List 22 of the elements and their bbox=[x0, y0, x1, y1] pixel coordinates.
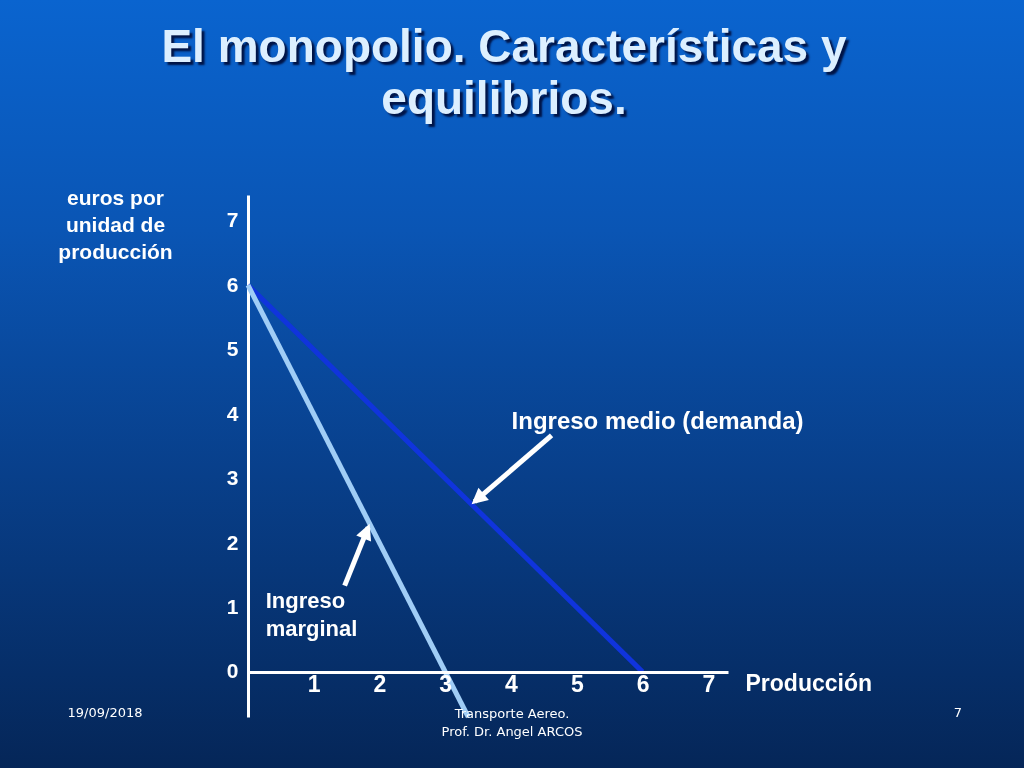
y-tick-label: 2 bbox=[226, 530, 239, 554]
y-axis-title: euros por unidad de producción bbox=[58, 185, 173, 263]
x-tick-label: 6 bbox=[636, 671, 650, 698]
y-tick-label: 0 bbox=[226, 659, 239, 683]
y-tick-label: 1 bbox=[226, 594, 239, 618]
x-tick-label: 3 bbox=[439, 671, 453, 698]
x-tick-label: 1 bbox=[307, 671, 321, 698]
x-tick-label: 4 bbox=[505, 671, 519, 698]
y-tick-label: 3 bbox=[226, 466, 239, 490]
x-tick-label: 5 bbox=[570, 671, 584, 698]
y-tick-label: 7 bbox=[226, 208, 239, 232]
annotation: Ingreso marginal bbox=[265, 586, 359, 643]
y-tick-label: 4 bbox=[226, 401, 239, 425]
y-tick-label: 6 bbox=[226, 272, 239, 296]
text: 7 bbox=[953, 704, 963, 722]
y-tick-label: 5 bbox=[226, 337, 239, 361]
annotation: Ingreso medio (demanda) bbox=[511, 406, 804, 437]
x-axis-title: Producción bbox=[745, 670, 873, 697]
chart-title: El monopolio. Características y equilibrios. bbox=[160, 20, 848, 124]
text: 19/09/2018 bbox=[67, 704, 143, 722]
x-tick-label: 2 bbox=[373, 671, 387, 698]
x-tick-label: 7 bbox=[702, 671, 716, 698]
